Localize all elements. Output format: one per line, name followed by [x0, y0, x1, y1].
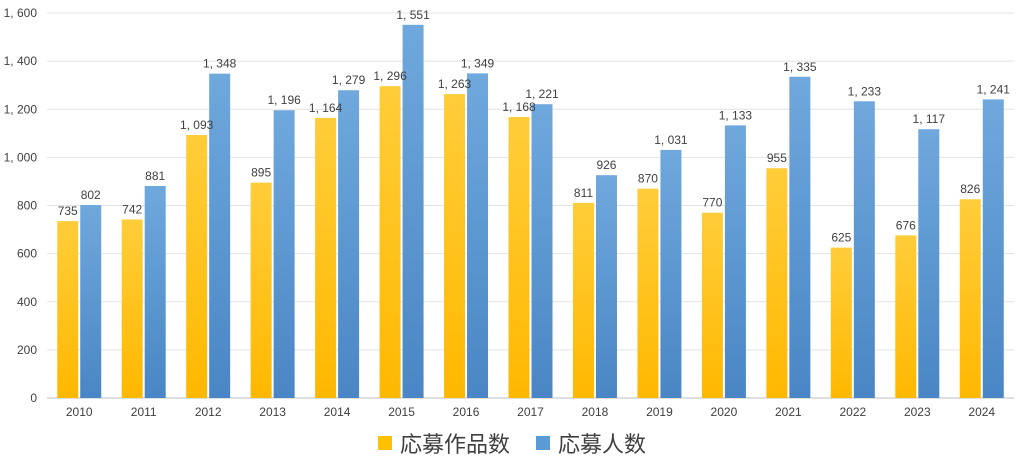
data-label: 1, 335: [783, 60, 817, 74]
data-label: 1, 117: [913, 112, 946, 126]
legend-item-series-1: 応募作品数: [377, 427, 510, 459]
bar-entries-2020: [701, 212, 723, 398]
bar-applicants-2012: [209, 73, 231, 398]
x-tick-label: 2024: [968, 405, 995, 419]
bar-entries-2022: [830, 247, 852, 398]
y-axis: 0 200 400 600 800 1, 000 1, 200 1, 400 1, 600: [4, 6, 38, 405]
bar-entries-2024: [959, 199, 981, 398]
bar-entries-2011: [121, 219, 143, 398]
data-label: 1, 241: [977, 82, 1011, 96]
x-tick-label: 2020: [711, 405, 738, 419]
y-tick-label: 1, 600: [4, 6, 38, 20]
x-tick-label: 2023: [904, 405, 931, 419]
bar-applicants-2023: [918, 129, 940, 399]
x-tick-label: 2012: [195, 405, 222, 419]
data-label: 881: [145, 169, 165, 183]
x-tick-label: 2015: [388, 405, 415, 419]
data-label: 870: [638, 172, 658, 186]
x-tick-label: 2011: [131, 405, 157, 419]
data-label: 770: [702, 196, 722, 210]
data-label: 811: [574, 186, 593, 200]
data-label: 1, 133: [719, 108, 753, 122]
x-tick-label: 2018: [582, 405, 609, 419]
data-label: 1, 233: [848, 84, 882, 98]
data-label: 676: [896, 218, 916, 232]
bar-applicants-2011: [144, 186, 166, 398]
legend-swatch-series-2: [536, 436, 550, 450]
y-tick-label: 200: [17, 343, 37, 357]
x-tick-label: 2016: [453, 405, 480, 419]
bar-chart: 0 200 400 600 800 1, 000 1, 200 1, 400 1, 600 73…: [4, 6, 1014, 419]
legend: 応募作品数 応募人数: [0, 425, 1024, 461]
y-tick-label: 1, 200: [4, 102, 38, 116]
bar-applicants-2018: [595, 175, 617, 398]
data-label: 735: [58, 204, 78, 218]
bar-entries-2012: [186, 134, 208, 398]
data-label: 1, 164: [309, 101, 343, 115]
x-tick-label: 2021: [775, 405, 802, 419]
data-label: 802: [81, 188, 101, 202]
legend-label-series-2: 応募人数: [558, 433, 647, 458]
bar-entries-2019: [637, 188, 659, 398]
data-label: 742: [122, 202, 142, 216]
data-label: 1, 263: [438, 77, 472, 91]
data-label: 1, 279: [332, 73, 366, 87]
y-tick-label: 600: [17, 247, 37, 261]
data-label: 1, 349: [461, 56, 495, 70]
bar-entries-2014: [315, 117, 337, 398]
bar-applicants-2016: [467, 73, 489, 398]
bar-applicants-2010: [80, 205, 102, 398]
bar-entries-2010: [57, 221, 79, 398]
bar-applicants-2024: [982, 99, 1004, 399]
bar-entries-2023: [895, 235, 917, 398]
data-label: 826: [960, 182, 980, 196]
data-label: 625: [831, 231, 851, 245]
x-tick-label: 2019: [646, 405, 673, 419]
data-label: 1, 296: [373, 69, 407, 83]
data-label: 1, 093: [180, 118, 214, 132]
data-label: 1, 031: [654, 133, 688, 147]
y-tick-label: 1, 400: [4, 54, 38, 68]
legend-label-series-1: 応募作品数: [399, 433, 510, 458]
gridlines: [47, 12, 1014, 399]
bar-entries-2021: [766, 168, 788, 398]
bar-entries-2013: [250, 182, 272, 398]
bar-applicants-2022: [853, 101, 875, 398]
x-tick-label: 2022: [839, 405, 866, 419]
bars: [57, 24, 1004, 399]
bar-entries-2018: [572, 202, 594, 398]
bar-applicants-2015: [402, 24, 424, 399]
bar-entries-2017: [508, 116, 530, 398]
data-label: 1, 551: [396, 8, 430, 22]
data-label: 955: [767, 151, 787, 165]
x-tick-label: 2013: [259, 405, 286, 419]
legend-item-series-2: 応募人数: [536, 427, 646, 459]
bar-applicants-2019: [660, 149, 682, 398]
x-tick-label: 2010: [66, 405, 93, 419]
bar-applicants-2013: [273, 110, 295, 399]
y-tick-label: 800: [17, 199, 37, 213]
bar-applicants-2017: [531, 104, 553, 399]
data-label: 1, 348: [203, 57, 237, 71]
y-tick-label: 1, 000: [4, 150, 38, 164]
x-tick-label: 2014: [324, 405, 351, 419]
y-tick-label: 0: [30, 391, 37, 405]
bar-applicants-2014: [338, 90, 360, 398]
bar-entries-2015: [379, 86, 401, 399]
data-label: 1, 196: [267, 93, 301, 107]
data-label: 1, 221: [525, 87, 559, 101]
data-label: 1, 168: [502, 100, 536, 114]
x-axis: 2010 2011 2012 2013 2014 2015 2016 2017 2018 2019…: [66, 405, 996, 419]
x-tick-label: 2017: [517, 405, 544, 419]
legend-swatch-series-1: [377, 436, 392, 450]
bar-applicants-2021: [789, 76, 811, 398]
y-tick-label: 400: [17, 295, 37, 309]
data-label: 926: [596, 158, 616, 172]
data-label: 895: [251, 166, 271, 180]
bar-applicants-2020: [724, 125, 746, 398]
bar-entries-2016: [444, 94, 466, 398]
